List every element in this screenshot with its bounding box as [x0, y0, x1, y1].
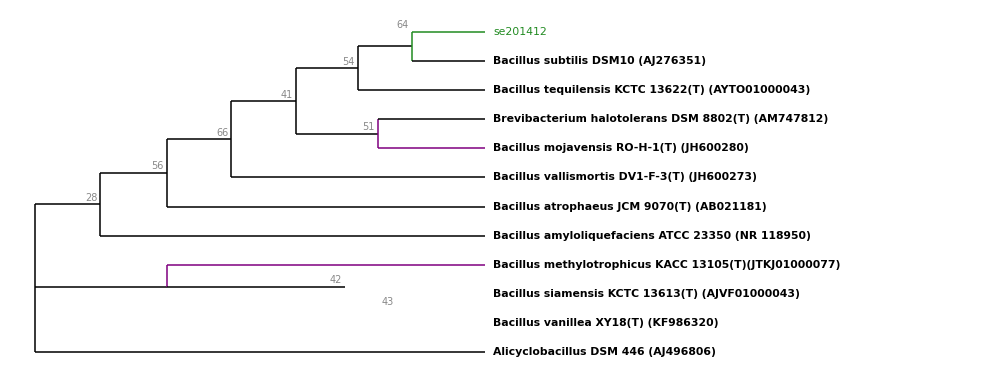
Text: Bacillus methylotrophicus KACC 13105(T)(JTKJ01000077): Bacillus methylotrophicus KACC 13105(T)(…	[493, 260, 841, 270]
Text: 42: 42	[330, 275, 342, 285]
Text: Bacillus siamensis KCTC 13613(T) (AJVF01000043): Bacillus siamensis KCTC 13613(T) (AJVF01…	[493, 289, 800, 299]
Text: 66: 66	[216, 128, 229, 138]
Text: 43: 43	[382, 297, 394, 307]
Text: 54: 54	[343, 57, 355, 67]
Text: 64: 64	[397, 20, 409, 30]
Text: 28: 28	[85, 193, 97, 203]
Text: Bacillus amyloliquefaciens ATCC 23350 (NR 118950): Bacillus amyloliquefaciens ATCC 23350 (N…	[493, 231, 811, 241]
Text: 51: 51	[362, 122, 375, 132]
Text: 41: 41	[281, 90, 293, 99]
Text: Bacillus mojavensis RO-H-1(T) (JH600280): Bacillus mojavensis RO-H-1(T) (JH600280)	[493, 143, 749, 153]
Text: Bacillus vanillea XY18(T) (KF986320): Bacillus vanillea XY18(T) (KF986320)	[493, 318, 719, 328]
Text: Bacillus vallismortis DV1-F-3(T) (JH600273): Bacillus vallismortis DV1-F-3(T) (JH6002…	[493, 172, 757, 182]
Text: se201412: se201412	[493, 27, 547, 37]
Text: Brevibacterium halotolerans DSM 8802(T) (AM747812): Brevibacterium halotolerans DSM 8802(T) …	[493, 114, 828, 124]
Text: Bacillus subtilis DSM10 (AJ276351): Bacillus subtilis DSM10 (AJ276351)	[493, 56, 706, 66]
Text: Bacillus atrophaeus JCM 9070(T) (AB021181): Bacillus atrophaeus JCM 9070(T) (AB02118…	[493, 202, 767, 211]
Text: 56: 56	[151, 162, 164, 171]
Text: Bacillus tequilensis KCTC 13622(T) (AYTO01000043): Bacillus tequilensis KCTC 13622(T) (AYTO…	[493, 85, 810, 95]
Text: Alicyclobacillus DSM 446 (AJ496806): Alicyclobacillus DSM 446 (AJ496806)	[493, 347, 716, 357]
